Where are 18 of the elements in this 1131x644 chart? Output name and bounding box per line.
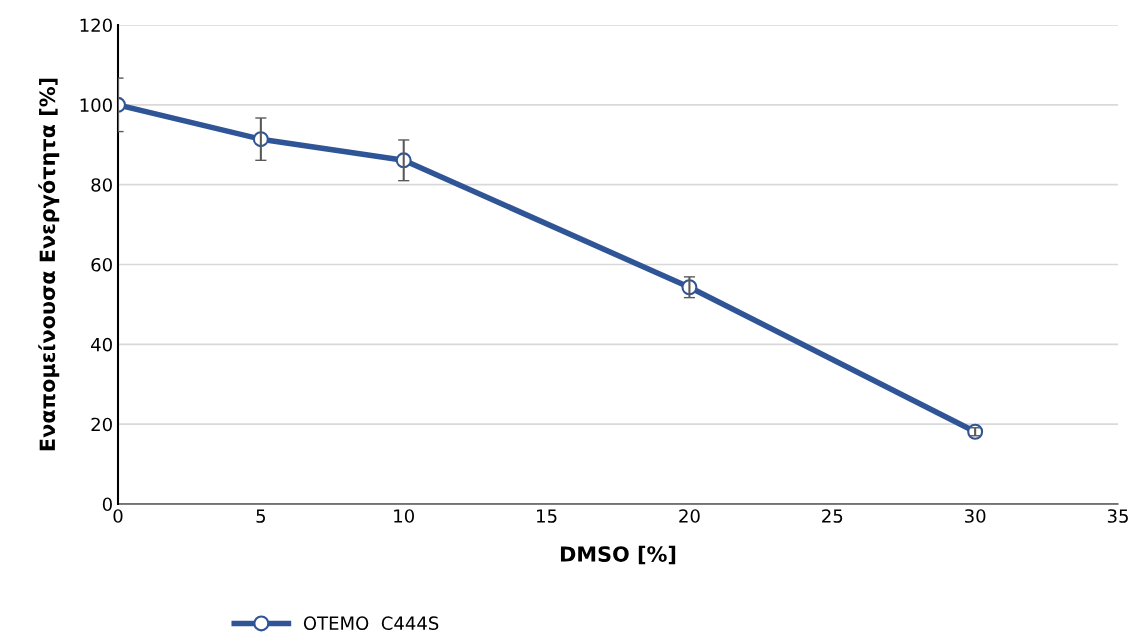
y-tick-label: 40 <box>91 337 112 352</box>
y-tick-label: 20 <box>91 417 112 432</box>
y-tick-label: 0 <box>102 497 112 512</box>
x-tick-label: 35 <box>1107 509 1128 523</box>
y-tick-label: 60 <box>91 257 112 272</box>
x-axis-title: DMSO [%] <box>560 545 676 565</box>
y-axis-title: Εναπομείνουσα Ενεργότητα [%] <box>38 78 60 451</box>
y-tick-label: 80 <box>91 178 112 192</box>
y-tick-label: 100 <box>80 98 112 112</box>
x-tick-label: 15 <box>537 509 557 523</box>
x-tick-label: 5 <box>256 509 266 523</box>
x-tick-label: 10 <box>394 509 414 523</box>
y-tick-label: 120 <box>80 18 112 33</box>
x-tick-label: 20 <box>679 509 700 523</box>
x-tick-label: 25 <box>822 509 843 523</box>
legend-label: OTEMO C444S <box>303 616 439 631</box>
x-tick-label: 0 <box>113 509 123 523</box>
x-tick-label: 30 <box>965 509 986 523</box>
